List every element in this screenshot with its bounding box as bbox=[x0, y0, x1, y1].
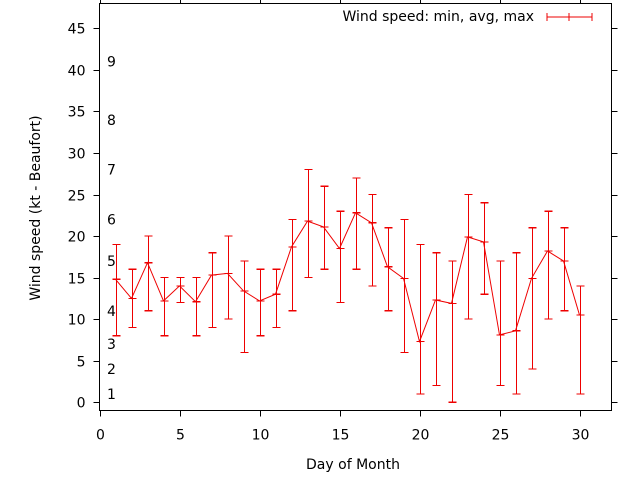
error-bar-day-18 bbox=[384, 227, 393, 312]
y-tick-label: 40 bbox=[68, 64, 86, 80]
error-bar-day-6 bbox=[192, 277, 201, 337]
beaufort-label: 7 bbox=[107, 163, 116, 179]
error-bar-day-23 bbox=[464, 193, 473, 320]
x-tick-label: 0 bbox=[96, 428, 105, 444]
y-tick-label: 5 bbox=[77, 355, 86, 371]
error-bar-day-1 bbox=[112, 243, 121, 337]
error-bar-day-12 bbox=[288, 218, 297, 312]
beaufort-label: 3 bbox=[107, 337, 116, 353]
x-tick-label: 30 bbox=[572, 428, 590, 444]
y-tick-label: 0 bbox=[77, 396, 86, 412]
error-bar-day-27 bbox=[528, 227, 537, 370]
error-bar-day-2 bbox=[128, 268, 137, 329]
beaufort-label: 5 bbox=[107, 254, 116, 270]
x-tick-label: 25 bbox=[492, 428, 510, 444]
error-bar-day-21 bbox=[432, 252, 441, 387]
error-bar-day-26 bbox=[512, 252, 521, 395]
x-tick-label: 10 bbox=[252, 428, 270, 444]
x-tick-label: 5 bbox=[176, 428, 185, 444]
error-bar-day-8 bbox=[224, 235, 233, 320]
beaufort-labels: 1 2 3 4 5 6 7 8 9 bbox=[107, 55, 116, 403]
y-tick-label: 10 bbox=[68, 313, 86, 329]
series-wind-speed bbox=[112, 169, 585, 403]
error-bar-day-25 bbox=[496, 260, 505, 387]
beaufort-label: 6 bbox=[107, 212, 116, 228]
error-bar-day-24 bbox=[480, 202, 489, 295]
beaufort-label: 9 bbox=[107, 55, 116, 71]
error-bar-day-10 bbox=[256, 268, 265, 337]
error-bar-day-5 bbox=[176, 277, 185, 304]
error-bar-day-9 bbox=[240, 260, 249, 353]
error-bar-day-13 bbox=[304, 169, 313, 279]
error-bar-day-7 bbox=[208, 252, 217, 329]
error-bar-day-19 bbox=[400, 218, 409, 353]
error-bar-day-4 bbox=[160, 277, 169, 337]
x-axis: 0 5 10 15 20 25 30 bbox=[96, 0, 589, 444]
avg-line bbox=[115, 212, 580, 344]
error-bar-day-11 bbox=[272, 268, 281, 329]
error-bar-day-22 bbox=[448, 260, 457, 403]
error-bar-day-30 bbox=[576, 285, 585, 395]
plot-frame bbox=[99, 3, 612, 411]
beaufort-label: 1 bbox=[107, 387, 116, 403]
error-bar-day-15 bbox=[336, 210, 345, 304]
y-tick-label: 30 bbox=[68, 147, 86, 163]
x-axis-label: Day of Month bbox=[306, 457, 400, 473]
beaufort-label: 4 bbox=[107, 304, 116, 320]
error-bar-day-14 bbox=[320, 185, 329, 270]
beaufort-label: 2 bbox=[107, 362, 116, 378]
error-bar-day-29 bbox=[560, 227, 569, 312]
y-tick-label: 15 bbox=[68, 272, 86, 288]
y-tick-label: 45 bbox=[68, 22, 86, 38]
legend: Wind speed: min, avg, max bbox=[342, 9, 593, 25]
error-bar-day-16 bbox=[352, 177, 361, 270]
error-bar-day-28 bbox=[544, 210, 553, 320]
error-bar-day-17 bbox=[368, 193, 377, 287]
y-tick-label: 25 bbox=[68, 189, 86, 205]
y-tick-label: 35 bbox=[68, 105, 86, 121]
y-tick-label: 20 bbox=[68, 230, 86, 246]
error-bar-day-3 bbox=[144, 235, 153, 312]
error-bar-day-20 bbox=[416, 243, 425, 395]
beaufort-label: 8 bbox=[107, 113, 116, 129]
legend-label: Wind speed: min, avg, max bbox=[342, 9, 534, 25]
x-tick-label: 15 bbox=[332, 428, 350, 444]
y-axis-label: Wind speed (kt - Beaufort) bbox=[28, 115, 44, 300]
x-tick-label: 20 bbox=[412, 428, 430, 444]
